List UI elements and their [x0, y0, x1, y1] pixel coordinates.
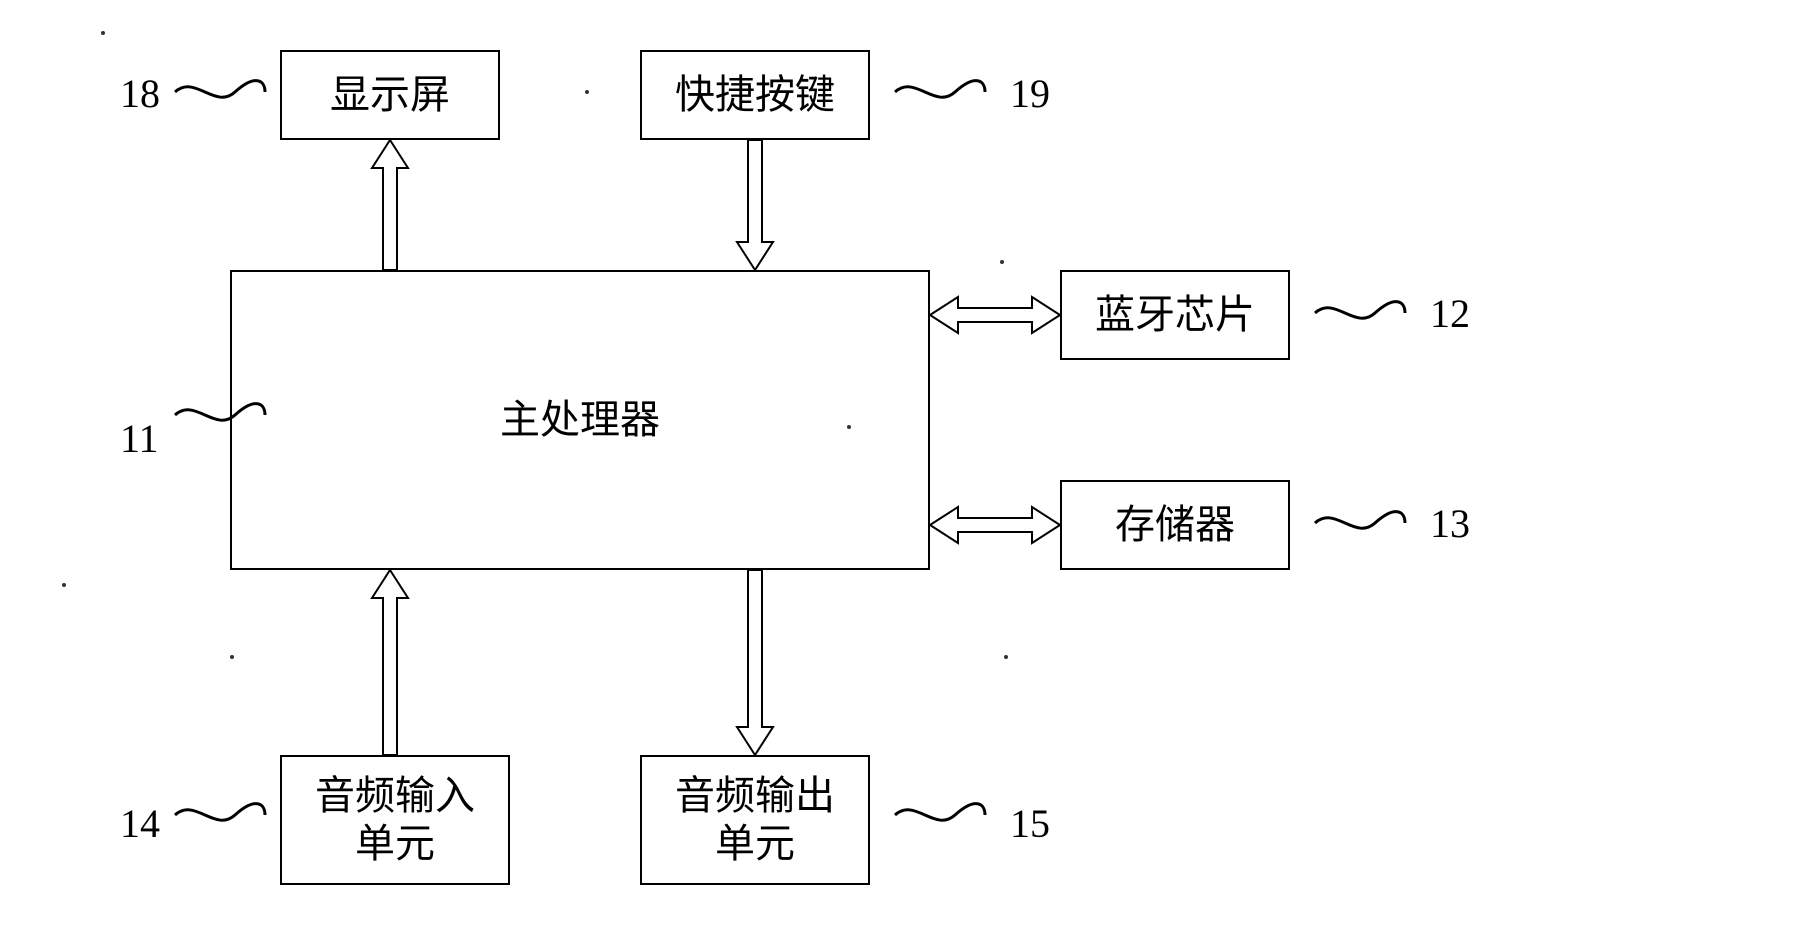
arrow-main_processor-display — [372, 140, 408, 270]
arrow-shortcut_key-main_processor — [737, 140, 773, 270]
artifact-dot — [1004, 655, 1008, 659]
arrow-main_processor-bluetooth — [930, 297, 1060, 333]
artifact-dot — [1000, 260, 1004, 264]
artifact-dot — [230, 655, 234, 659]
arrow-main_processor-memory — [930, 507, 1060, 543]
artifact-dot — [101, 31, 105, 35]
artifact-dot — [847, 425, 851, 429]
arrow-main_processor-audio_out — [737, 570, 773, 755]
arrow-audio_in-main_processor — [372, 570, 408, 755]
arrows-layer — [0, 0, 1798, 926]
artifact-dot — [62, 583, 66, 587]
diagram-canvas: 主处理器显示屏快捷按键蓝牙芯片存储器音频输入 单元音频输出 单元11121314… — [0, 0, 1798, 926]
artifact-dot — [585, 90, 589, 94]
